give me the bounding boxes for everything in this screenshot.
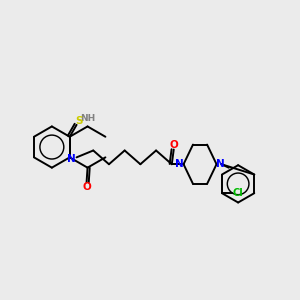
Text: O: O — [82, 182, 91, 192]
Text: O: O — [169, 140, 178, 150]
Text: S: S — [75, 116, 82, 126]
Text: NH: NH — [80, 113, 95, 122]
Text: N: N — [67, 154, 76, 164]
Text: N: N — [216, 159, 225, 169]
Text: N: N — [175, 159, 184, 169]
Text: Cl: Cl — [232, 188, 243, 198]
